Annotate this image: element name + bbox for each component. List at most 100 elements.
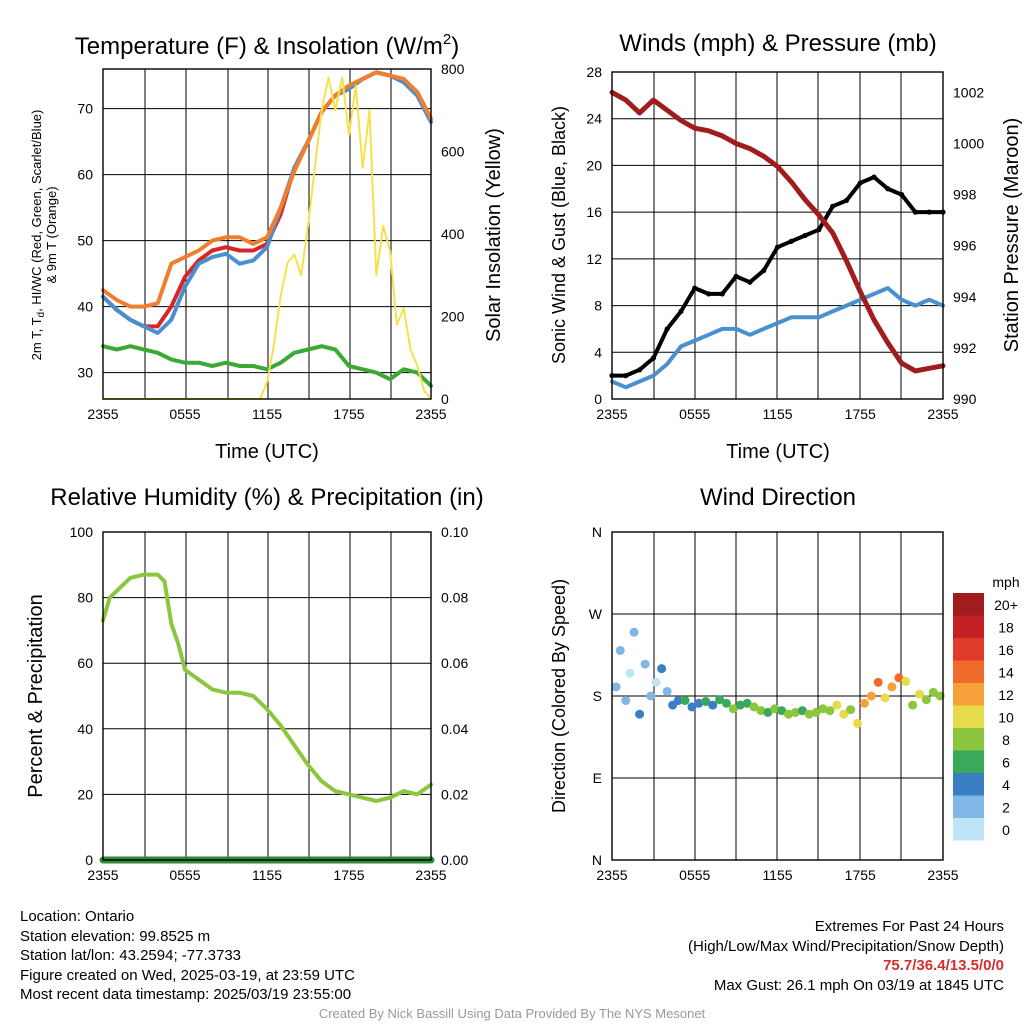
series-line	[610, 286, 945, 390]
x-tick-label: 2355	[927, 406, 958, 422]
y2-tick-label: 200	[441, 309, 465, 325]
legend-label: 0	[1002, 822, 1010, 838]
gust-point	[802, 232, 808, 239]
direction-point	[635, 709, 645, 719]
direction-point	[852, 718, 862, 728]
legend-swatch	[953, 750, 984, 773]
legend-swatch	[953, 615, 984, 638]
elevation-text: Station elevation: 99.8525 m	[20, 927, 211, 945]
direction-point	[742, 698, 752, 708]
x-tick-label: 0555	[679, 406, 710, 422]
legend-swatch	[953, 638, 984, 661]
y-tick-label: 40	[77, 299, 93, 315]
x-tick-label: 1755	[845, 406, 876, 422]
direction-point	[680, 696, 690, 706]
direction-title: Wind Direction	[700, 484, 856, 511]
extremes-info: Extremes For Past 24 Hours (High/Low/Max…	[688, 917, 1004, 995]
y-tick-label: 24	[586, 111, 602, 127]
gust-point	[871, 174, 877, 180]
direction-point	[866, 691, 876, 701]
direction-point	[611, 682, 621, 692]
direction-point	[621, 696, 631, 706]
y-tick-label: 12	[586, 251, 602, 267]
direction-point	[880, 693, 890, 703]
legend-label: 18	[998, 620, 1014, 636]
direction-point	[777, 706, 787, 716]
direction-point	[901, 676, 911, 686]
x-tick-label: 1755	[845, 867, 876, 883]
x-tick-label: 2355	[596, 406, 627, 422]
winds-ylabel: Sonic Wind & Gust (Blue, Black)	[549, 106, 569, 364]
direction-point	[921, 695, 931, 705]
direction-point	[915, 689, 925, 699]
winds-panel: 0 4 8 12 16 20 24 28 990 992 994 996 998 1000 1002 2355…	[586, 64, 984, 422]
y-tick-label: 8	[594, 298, 602, 314]
direction-point	[839, 709, 849, 719]
humidity-panel: 0 20 40 60 80 100 0.00 0.02 0.04 0.06 0.08 0.10 2355…	[70, 524, 469, 883]
x-tick-label: 0555	[679, 867, 710, 883]
series-line	[101, 344, 433, 388]
y-tick-label: 4	[594, 344, 602, 360]
series-line	[101, 572, 433, 803]
direction-point	[784, 709, 794, 719]
direction-point	[894, 673, 904, 683]
direction-point	[928, 687, 938, 697]
direction-point	[640, 659, 650, 669]
gust-point	[899, 192, 905, 198]
series-line	[609, 89, 946, 374]
plot-frame	[611, 531, 944, 861]
direction-point	[629, 627, 639, 637]
direction-point	[615, 645, 625, 655]
legend-swatch	[953, 660, 984, 683]
y-tick-label: E	[593, 770, 602, 786]
y2-tick-label: 0.04	[441, 721, 468, 737]
direction-point	[811, 707, 821, 717]
gust-point	[692, 285, 698, 291]
gust-point	[816, 227, 822, 233]
y2-tick-label: 992	[953, 340, 977, 356]
gust-point	[678, 308, 684, 315]
x-tick-label: 1755	[333, 867, 364, 883]
plot-frame	[611, 71, 944, 400]
legend-label: 10	[998, 710, 1014, 726]
recent-text: Most recent data timestamp: 2025/03/19 2…	[20, 986, 352, 1003]
y-tick-label: 0	[594, 391, 602, 407]
direction-point	[790, 707, 800, 717]
y2-tick-label: 600	[441, 144, 465, 160]
y-tick-label: N	[592, 852, 602, 868]
x-tick-label: 2355	[87, 406, 118, 422]
x-tick-label: 2355	[87, 867, 118, 883]
gust-point	[885, 186, 891, 192]
y-tick-label: 100	[70, 524, 94, 540]
y2-tick-label: 400	[441, 226, 465, 242]
direction-point	[625, 668, 635, 678]
direction-point	[694, 698, 704, 708]
y2-tick-label: 0.00	[441, 852, 468, 868]
gust-point	[788, 238, 794, 244]
y2-tick-label: 0.10	[441, 524, 468, 540]
direction-point	[756, 706, 766, 716]
direction-point	[735, 700, 745, 710]
legend-swatch	[953, 593, 984, 616]
direction-point	[846, 705, 856, 715]
direction-point	[797, 706, 807, 716]
direction-point	[859, 698, 869, 708]
plot-frame	[102, 68, 432, 400]
temperature-xlabel: Time (UTC)	[215, 441, 319, 463]
y2-tick-label: 996	[953, 238, 977, 254]
x-tick-label: 1155	[762, 867, 792, 883]
legend-swatch	[953, 705, 984, 728]
direction-point	[708, 700, 718, 710]
y2-tick-label: 0.02	[441, 786, 468, 802]
direction-ylabel: Direction (Colored By Speed)	[549, 579, 569, 813]
legend-label: 4	[1002, 777, 1010, 793]
gust-point	[926, 209, 932, 215]
gust-point	[733, 273, 739, 279]
y-tick-label: S	[593, 688, 602, 704]
gust-point	[623, 373, 629, 379]
direction-point	[715, 695, 725, 705]
y2-tick-label: 0	[441, 391, 449, 407]
speed-legend: 20+ 18 16 14 12 10 8 6 4 2 0	[953, 593, 1018, 841]
direction-point	[662, 686, 672, 696]
